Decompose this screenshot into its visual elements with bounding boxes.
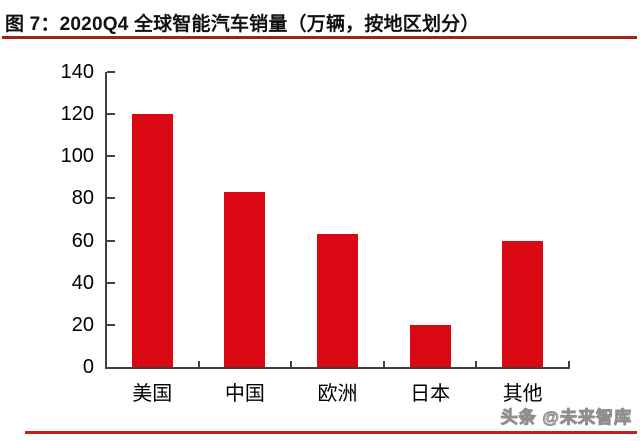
- bar-4: [409, 324, 451, 367]
- y-tick-label: 140: [60, 61, 94, 83]
- x-axis-tick: [197, 361, 200, 368]
- y-tick-label: 20: [71, 313, 94, 336]
- y-tick-label: 60: [71, 229, 94, 252]
- y-axis-tick: [107, 239, 115, 242]
- title-underline: [2, 36, 637, 39]
- x-axis-tick: [568, 361, 570, 368]
- x-axis-tick: [105, 361, 107, 368]
- bar-3: [317, 234, 358, 367]
- bar-5: [502, 240, 544, 367]
- y-axis-tick: [107, 71, 115, 73]
- x-axis-tick: [475, 361, 478, 368]
- y-tick-label: 120: [60, 103, 94, 126]
- category-label: 其他: [502, 383, 543, 405]
- y-axis-tick: [107, 155, 115, 158]
- x-axis-tick: [382, 361, 385, 368]
- watermark: 头条 @未来智库: [500, 408, 632, 428]
- y-axis-tick: [107, 197, 115, 200]
- bar-1: [131, 114, 173, 367]
- category-label: 日本: [410, 383, 451, 405]
- y-axis-tick: [107, 281, 115, 284]
- category-label: 中国: [224, 383, 265, 405]
- y-axis-tick: [107, 113, 115, 116]
- bottom-divider: [25, 431, 637, 434]
- y-tick-label: 0: [82, 356, 94, 378]
- x-axis-tick: [290, 361, 293, 368]
- y-tick-label: 80: [71, 187, 94, 210]
- figure-title: 图 7：2020Q4 全球智能汽车销量（万辆，按地区划分）: [5, 14, 480, 35]
- category-label: 欧洲: [317, 383, 358, 405]
- y-tick-label: 100: [60, 145, 94, 168]
- y-axis-tick: [107, 323, 115, 326]
- y-axis-line: [105, 72, 107, 369]
- x-axis-line: [105, 367, 570, 369]
- bar-2: [224, 192, 266, 367]
- category-label: 美国: [132, 383, 173, 405]
- y-tick-label: 40: [71, 271, 94, 294]
